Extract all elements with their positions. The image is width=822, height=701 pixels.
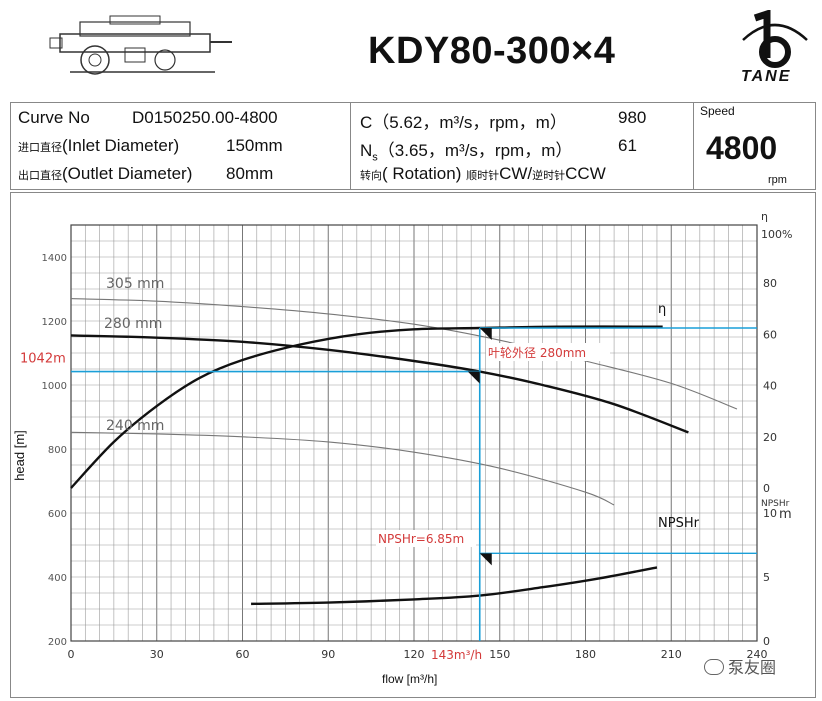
eff-tick-label: 60	[763, 328, 777, 341]
npsh-tick-label: 5	[763, 571, 770, 584]
impeller-bg	[486, 343, 610, 361]
eff-tick-label: 40	[763, 380, 777, 393]
brand-logo: TANE	[735, 9, 815, 86]
label-305mm: 305 mm	[106, 276, 164, 292]
y-axis-title: head [m]	[11, 430, 27, 481]
ns-s: s	[372, 151, 378, 164]
outlet-diameter-row: 出口直径(Outlet Diameter)	[18, 164, 192, 184]
ns-rest: （3.65，m³/s，rpm，m）	[377, 141, 573, 160]
info-table	[10, 102, 816, 190]
speed-unit: rpm	[768, 174, 787, 186]
x-tick-label: 180	[575, 648, 596, 661]
rotation-label: ( Rotation)	[382, 164, 462, 183]
y-tick-label: 1400	[42, 253, 67, 264]
eff-tick-label: 80	[763, 277, 777, 290]
eff-tick-label: 20	[763, 431, 777, 444]
series-240-mm	[70, 431, 615, 506]
model-title: KDY80-300×4	[368, 30, 616, 72]
npsh-tick-label: 0	[763, 635, 770, 648]
c-label: C（5.62，m³/s，rpm，m）	[360, 113, 567, 132]
x-tick-label: 0	[68, 648, 75, 661]
x-tick-label: 30	[150, 648, 164, 661]
chart-frame	[10, 192, 816, 698]
watermark-icon	[704, 659, 724, 675]
label-eta: η	[658, 302, 666, 317]
ns-value: 61	[618, 136, 637, 155]
label-240mm: 240 mm	[106, 418, 164, 434]
inlet-value: 150mm	[226, 136, 283, 155]
outlet-value: 80mm	[226, 164, 274, 183]
label-280mm: 280 mm	[104, 316, 162, 332]
marker-eff	[479, 328, 492, 340]
table-divider	[350, 102, 351, 190]
series-NPSHr	[251, 566, 658, 606]
chart-axes: 0 30 60 90 120 150 180 210 240200400600800100012…	[42, 210, 793, 661]
y-tick-label: 200	[48, 637, 67, 648]
rotation-ccw: CCW	[565, 164, 606, 183]
duty-flow-bg	[430, 647, 488, 663]
rotation-cw-cn: 顺时针	[466, 170, 500, 182]
chart-annotations: 1042m 叶轮外径 280mm NPSHr=6.85m 143m³/h	[18, 327, 757, 663]
x-axis-title: flow [m³/h]	[382, 672, 438, 686]
eff-axis-unit: 100%	[761, 228, 792, 241]
marker-npsh	[479, 553, 492, 566]
brand-name: TANE	[741, 68, 792, 85]
ns-row: Ns（3.65，m³/s，rpm，m）	[360, 136, 572, 163]
npsh-label: NPSHr=6.85m	[378, 532, 464, 546]
label-npshr: NPSHr	[658, 516, 700, 531]
series-η	[70, 325, 663, 489]
c-value: 980	[618, 108, 647, 127]
series-305-mm	[70, 298, 738, 410]
inlet-label: (Inlet Diameter)	[62, 136, 180, 155]
impeller-label: 叶轮外径 280mm	[488, 346, 586, 360]
marker-head	[467, 371, 480, 384]
pump-illustration	[40, 12, 240, 82]
chart-curves: 305 mm 280 mm 240 mm η NPSHr	[70, 276, 738, 606]
ns-n: N	[360, 141, 373, 160]
x-tick-label: 150	[489, 648, 510, 661]
y-tick-label: 400	[48, 573, 67, 584]
x-tick-label: 120	[404, 648, 425, 661]
npsh-label-bg	[376, 530, 476, 547]
duty-head-label: 1042m	[20, 352, 66, 367]
series-280-mm	[70, 334, 689, 434]
y-tick-label: 1200	[42, 317, 67, 328]
npsh-axis-unit: m	[779, 507, 792, 522]
duty-head-bg	[18, 348, 68, 367]
y-tick-label: 1000	[42, 381, 67, 392]
chart-grid	[70, 224, 758, 642]
eff-tick-label: 0	[763, 482, 770, 495]
curve-no-value: D0150250.00-4800	[132, 108, 278, 127]
duty-flow-label: 143m³/h	[431, 648, 482, 662]
inlet-diameter-row: 进口直径(Inlet Diameter)	[18, 136, 179, 156]
y-tick-label: 600	[48, 509, 67, 520]
npsh-axis-title: NPSHr	[761, 499, 790, 509]
rotation-row: 转向( Rotation) 顺时针CW/逆时针CCW	[360, 164, 606, 184]
table-divider	[693, 102, 694, 190]
speed-value: 4800	[706, 130, 778, 166]
outlet-label: (Outlet Diameter)	[62, 164, 193, 183]
watermark-text: 泵友圈	[728, 660, 777, 677]
x-tick-label: 60	[236, 648, 250, 661]
outlet-cn: 出口直径	[18, 170, 62, 182]
speed-label: Speed	[700, 104, 735, 118]
x-tick-label: 240	[747, 648, 768, 661]
inlet-cn: 进口直径	[18, 142, 62, 154]
rotation-cn: 转向	[360, 170, 382, 182]
curve-no-label: Curve No	[18, 108, 90, 127]
plot-border	[70, 224, 758, 642]
rotation-ccw-cn: 逆时针	[532, 170, 566, 182]
x-tick-label: 90	[321, 648, 335, 661]
eff-axis-title: η	[761, 210, 768, 223]
rotation-cw: CW/	[499, 164, 533, 183]
x-tick-label: 210	[661, 648, 682, 661]
y-tick-label: 800	[48, 445, 67, 456]
watermark: 泵友圈	[704, 654, 776, 678]
npsh-tick-label: 10	[763, 507, 777, 520]
